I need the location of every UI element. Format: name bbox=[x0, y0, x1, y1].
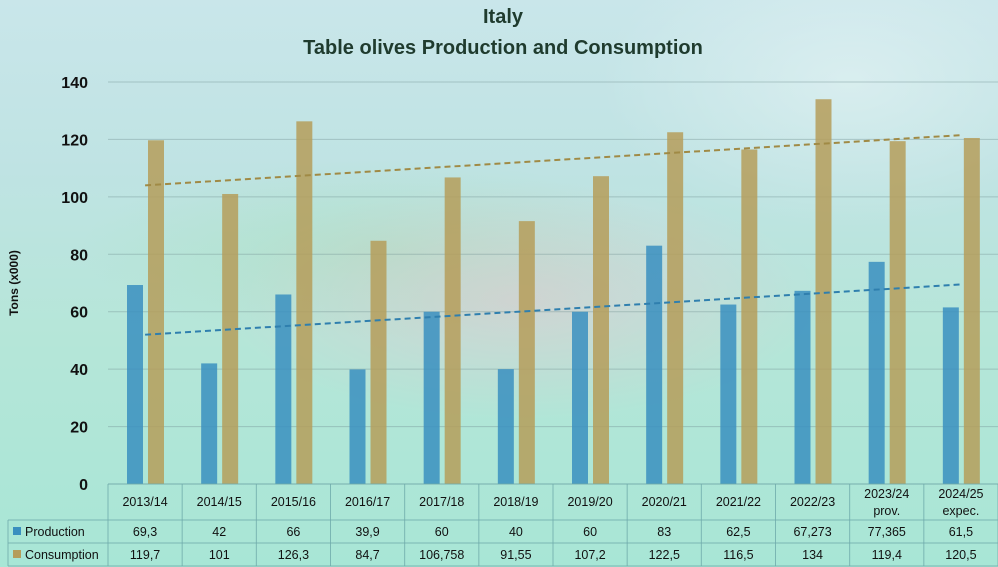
bar-consumption bbox=[741, 149, 758, 484]
data-label: 107,2 bbox=[574, 548, 605, 562]
bar-production bbox=[868, 261, 885, 484]
bar-production bbox=[942, 307, 959, 484]
data-label: 60 bbox=[435, 525, 449, 539]
legend-swatch-consumption bbox=[13, 550, 21, 558]
data-label: 134 bbox=[802, 548, 823, 562]
bar-consumption bbox=[370, 240, 387, 484]
x-tick-label: 2020/21 bbox=[642, 495, 687, 509]
x-tick-label: 2023/24 bbox=[864, 487, 909, 501]
trendline-production bbox=[145, 283, 961, 336]
bar-consumption bbox=[889, 141, 906, 484]
bar-consumption bbox=[667, 132, 684, 484]
y-tick-label: 20 bbox=[70, 420, 88, 437]
data-label: 106,758 bbox=[419, 548, 464, 562]
data-label: 42 bbox=[212, 525, 226, 539]
legend-label-production: Production bbox=[25, 525, 85, 539]
bar-consumption bbox=[815, 99, 832, 484]
data-label: 83 bbox=[657, 525, 671, 539]
data-label: 66 bbox=[286, 525, 300, 539]
data-label: 61,5 bbox=[949, 525, 973, 539]
y-tick-label: 140 bbox=[61, 75, 88, 92]
data-label: 119,4 bbox=[872, 548, 902, 562]
legend-label-consumption: Consumption bbox=[25, 548, 99, 562]
bar-production bbox=[275, 294, 292, 484]
data-label: 119,7 bbox=[130, 548, 160, 562]
chart-subtitle: Table olives Production and Consumption bbox=[303, 37, 703, 59]
x-tick-label: 2013/14 bbox=[122, 495, 167, 509]
data-label: 60 bbox=[583, 525, 597, 539]
bar-production bbox=[646, 245, 663, 484]
data-label: 120,5 bbox=[945, 548, 976, 562]
y-axis-label: Tons (x000) bbox=[7, 250, 21, 316]
bar-consumption bbox=[593, 176, 609, 484]
bar-production bbox=[497, 369, 514, 484]
x-tick-label: 2015/16 bbox=[271, 495, 316, 509]
x-tick-label-note: expec. bbox=[942, 504, 979, 518]
bar-production bbox=[349, 369, 366, 484]
bar-production bbox=[423, 311, 440, 484]
y-tick-label: 0 bbox=[79, 477, 88, 494]
x-tick-label: 2022/23 bbox=[790, 495, 835, 509]
data-label: 101 bbox=[209, 548, 230, 562]
x-tick-label: 2016/17 bbox=[345, 495, 390, 509]
bar-production bbox=[127, 285, 143, 484]
bar-consumption bbox=[444, 177, 461, 484]
x-tick-label: 2017/18 bbox=[419, 495, 464, 509]
data-label: 116,5 bbox=[723, 548, 753, 562]
data-label: 84,7 bbox=[355, 548, 379, 562]
y-tick-label: 120 bbox=[61, 132, 88, 149]
data-label: 126,3 bbox=[278, 548, 309, 562]
bar-consumption bbox=[296, 121, 313, 485]
bar-consumption bbox=[222, 193, 239, 484]
data-label: 39,9 bbox=[355, 525, 379, 539]
data-label: 62,5 bbox=[726, 525, 750, 539]
data-label: 122,5 bbox=[649, 548, 680, 562]
y-tick-label: 100 bbox=[61, 190, 88, 207]
bar-production bbox=[720, 304, 737, 484]
x-tick-label: 2018/19 bbox=[493, 495, 538, 509]
bar-consumption bbox=[518, 221, 535, 484]
bar-production bbox=[794, 290, 811, 484]
legend-swatch-production bbox=[13, 527, 21, 535]
y-tick-label: 60 bbox=[70, 305, 88, 322]
chart-title: Italy bbox=[483, 6, 524, 28]
bar-production bbox=[572, 311, 588, 484]
bar-consumption bbox=[963, 137, 980, 484]
data-label: 67,273 bbox=[793, 525, 831, 539]
x-tick-label: 2019/20 bbox=[567, 495, 612, 509]
y-tick-label: 80 bbox=[70, 247, 88, 264]
data-label: 69,3 bbox=[133, 525, 157, 539]
y-tick-label: 40 bbox=[70, 362, 88, 379]
x-tick-label: 2024/25 bbox=[938, 487, 983, 501]
bar-consumption bbox=[148, 140, 164, 485]
data-label: 77,365 bbox=[868, 525, 906, 539]
x-tick-label-note: prov. bbox=[873, 504, 900, 518]
x-tick-label: 2021/22 bbox=[716, 495, 761, 509]
x-tick-label: 2014/15 bbox=[197, 495, 242, 509]
data-label: 40 bbox=[509, 525, 523, 539]
bar-production bbox=[201, 363, 218, 484]
data-label: 91,55 bbox=[500, 548, 531, 562]
trendline-consumption bbox=[145, 134, 961, 187]
